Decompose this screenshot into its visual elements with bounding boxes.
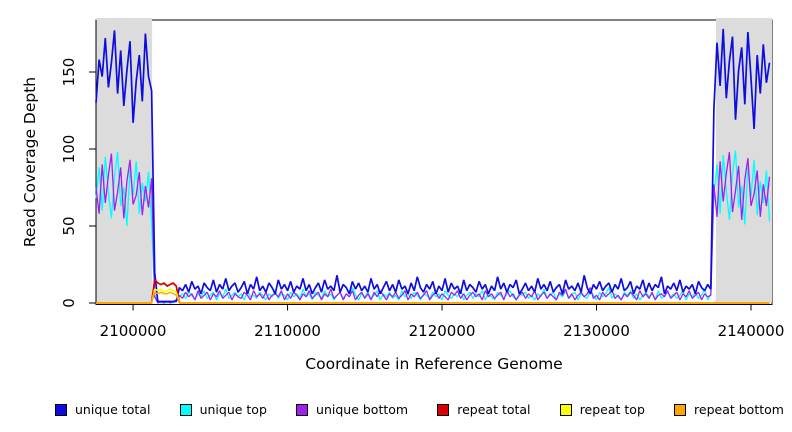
series-line-unique-total — [95, 28, 771, 303]
legend-label-repeat-bottom: repeat bottom — [694, 402, 784, 417]
x-tick-label: 2100000 — [100, 322, 167, 340]
legend-label-unique-bottom: unique bottom — [316, 402, 409, 417]
legend-label-repeat-top: repeat top — [579, 402, 645, 417]
x-tick-label: 2110000 — [254, 322, 321, 340]
legend-item-unique-total: unique total — [55, 402, 150, 417]
x-tick-label: 2120000 — [409, 322, 476, 340]
series-line-unique-top — [95, 150, 771, 304]
y-axis-title: Read Coverage Depth — [21, 76, 39, 248]
x-tick-label: 2140000 — [718, 322, 785, 340]
series-line-unique-bottom — [95, 152, 771, 304]
legend-swatch-repeat-total — [437, 403, 450, 416]
coverage-plot: 2100000 2110000 2120000 2130000 2140000 0 50 10… — [60, 18, 785, 340]
legend-swatch-repeat-top — [559, 403, 572, 416]
legend-swatch-repeat-bottom — [674, 403, 687, 416]
legend-swatch-unique-top — [179, 403, 192, 416]
y-tick-label: 50 — [60, 216, 78, 235]
legend-item-repeat-bottom: repeat bottom — [674, 402, 784, 417]
x-axis-title: Coordinate in Reference Genome — [305, 355, 563, 373]
legend-item-repeat-top: repeat top — [559, 402, 645, 417]
y-tick-label: 0 — [60, 298, 78, 308]
legend-item-unique-bottom: unique bottom — [296, 402, 408, 417]
legend-swatch-unique-total — [55, 403, 67, 416]
legend-label-unique-top: unique top — [199, 402, 267, 417]
legend-label-repeat-total: repeat total — [457, 402, 531, 417]
legend-swatch-unique-bottom — [296, 403, 309, 416]
series-line-repeat-bottom — [96, 291, 770, 304]
plot-box — [95, 19, 773, 305]
legend-item-repeat-total: repeat total — [437, 402, 531, 417]
y-tick-label: 100 — [60, 135, 78, 164]
x-tick-label: 2130000 — [563, 322, 630, 340]
y-tick-label: 150 — [60, 58, 78, 87]
legend: unique total unique top unique bottom repea… — [55, 402, 784, 417]
legend-label-unique-total: unique total — [75, 402, 151, 417]
legend-item-unique-top: unique top — [179, 402, 267, 417]
